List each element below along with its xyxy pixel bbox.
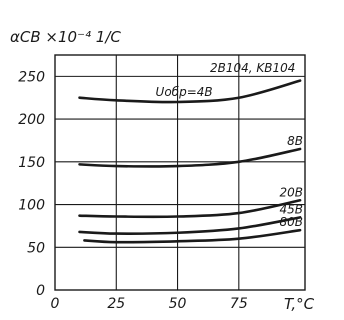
series-label-5: 80В [279, 215, 303, 229]
y-axis-label: αCB ×10⁻⁴ 1/C [10, 28, 121, 46]
x-tick-label-75: 75 [230, 296, 248, 312]
x-tick-label-25: 25 [107, 296, 125, 312]
y-tick-label-250: 250 [18, 69, 45, 85]
grid [55, 55, 305, 290]
series-label-1: Uобр=4В [156, 85, 213, 99]
series-line-4 [78, 216, 302, 235]
plot-frame [54, 54, 306, 291]
x-tick-label-0: 0 [51, 296, 60, 312]
x-axis-label: T,°C [284, 295, 315, 313]
y-tick-label-50: 50 [27, 240, 45, 256]
series-line-1 [78, 79, 302, 104]
series-label-4: 45В [279, 202, 303, 216]
series-line-5 [83, 228, 302, 244]
device-label: 2B104, KB104 [210, 61, 295, 75]
series-label-3: 20В [279, 185, 303, 199]
y-tick-label-200: 200 [18, 112, 45, 128]
series-line-3 [78, 198, 302, 219]
series-label-2: 8В [287, 134, 303, 148]
axes [54, 54, 306, 291]
series-lines [78, 79, 302, 244]
y-tick-label-150: 150 [18, 155, 45, 171]
series-line-2 [78, 147, 302, 168]
y-tick-label-0: 0 [36, 283, 45, 299]
x-tick-label-50: 50 [169, 296, 187, 312]
y-tick-label-100: 100 [18, 198, 45, 214]
chart-text: αCB ×10⁻⁴ 1/C 2B104, KB104 T,°C 0 50 100 15… [10, 28, 315, 313]
